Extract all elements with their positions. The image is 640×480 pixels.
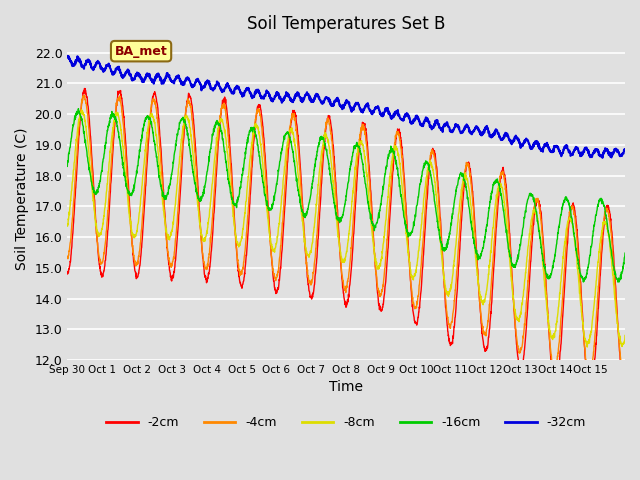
Legend: -2cm, -4cm, -8cm, -16cm, -32cm: -2cm, -4cm, -8cm, -16cm, -32cm <box>101 411 591 434</box>
Text: BA_met: BA_met <box>115 45 168 58</box>
Title: Soil Temperatures Set B: Soil Temperatures Set B <box>247 15 445 33</box>
X-axis label: Time: Time <box>329 381 363 395</box>
Y-axis label: Soil Temperature (C): Soil Temperature (C) <box>15 127 29 270</box>
